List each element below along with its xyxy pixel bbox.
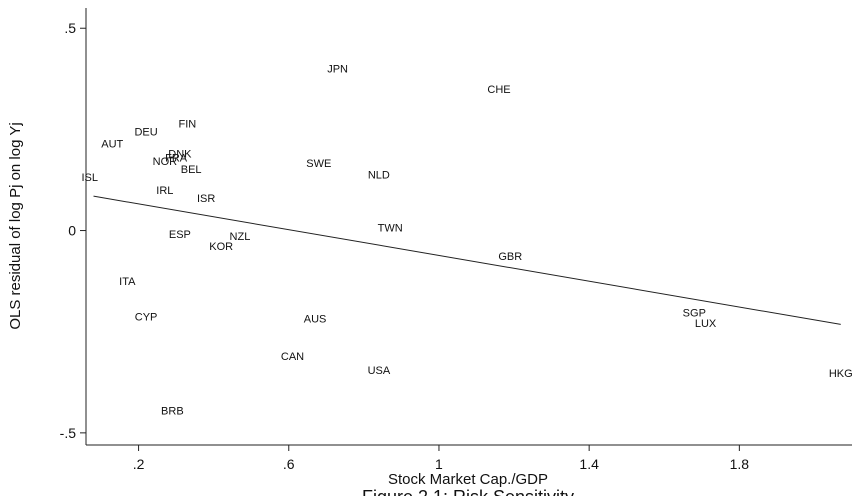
point-label-hkg: HKG [829,368,852,380]
point-label-esp: ESP [169,229,191,241]
point-label-twn: TWN [378,223,403,235]
point-label-ita: ITA [119,276,136,288]
x-tick-label: 1 [435,456,443,472]
x-tick-label: .2 [133,456,145,472]
point-label-kor: KOR [209,241,233,253]
y-tick-label: -.5 [60,425,77,441]
fit-line-group [93,195,841,325]
point-label-isl: ISL [81,172,98,184]
point-label-gbr: GBR [498,251,522,263]
y-tick-label: 0 [68,223,76,239]
point-label-jpn: JPN [327,64,348,76]
point-label-lux: LUX [695,318,717,330]
point-label-dnk: DNK [168,149,192,161]
point-label-aut: AUT [101,139,123,151]
point-label-cyp: CYP [135,311,158,323]
point-label-nor: NOR [153,156,178,168]
point-label-brb: BRB [161,406,184,418]
fit-line [93,195,841,325]
x-tick-label: .6 [283,456,295,472]
point-label-aus: AUS [304,313,327,325]
figure-caption: Figure 2.1: Risk Sensitivity [362,487,574,496]
point-label-bel: BEL [181,164,202,176]
point-label-fin: FIN [179,118,197,130]
point-label-irl: IRL [156,185,173,197]
x-axis: .2 .6 1 1.4 1.8 [86,444,852,472]
point-label-fra: FRA [165,153,188,165]
y-axis: .5 0 -.5 [60,8,87,445]
point-label-nzl: NZL [230,231,251,243]
y-axis-title: OLS residual of log Pj on log Yj [7,122,24,329]
x-axis-title: Stock Market Cap./GDP [388,471,548,488]
point-label-can: CAN [281,351,304,363]
point-label-sgp: SGP [683,307,706,319]
point-label-nld: NLD [368,170,390,182]
x-tick-label: 1.8 [730,456,750,472]
point-label-che: CHE [487,84,510,96]
x-tick-label: 1.4 [579,456,599,472]
point-label-isr: ISR [197,193,215,205]
point-label-deu: DEU [134,126,157,138]
point-label-swe: SWE [306,158,331,170]
y-tick-label: .5 [64,20,76,36]
point-label-usa: USA [368,365,391,377]
